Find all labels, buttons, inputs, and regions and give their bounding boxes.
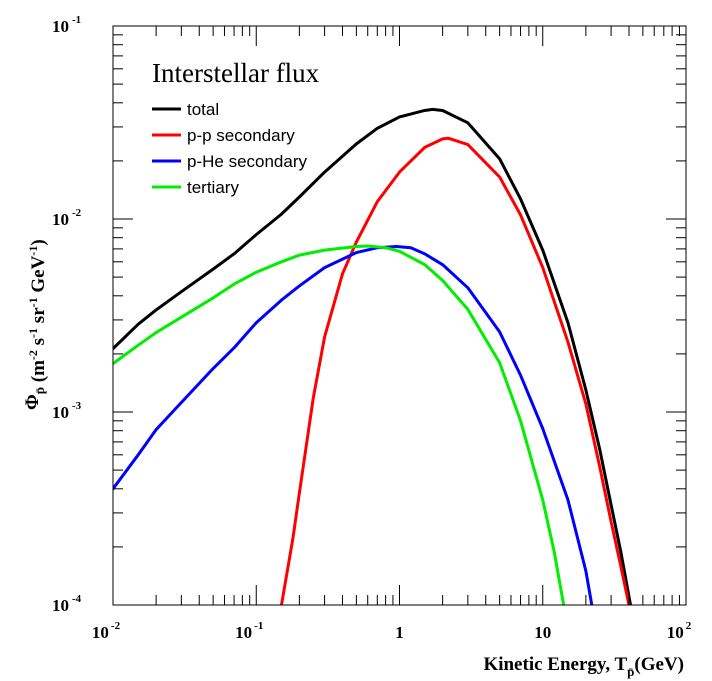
y-axis-title: Φp̄ (m-2 s-1 sr-1 GeV-1) <box>22 239 49 410</box>
legend-label-1: p-p secondary <box>187 126 295 145</box>
legend-title: Interstellar flux <box>152 58 320 88</box>
y-tick-label-1: 10 -3 <box>52 400 82 422</box>
x-tick-label-0: 10 -2 <box>92 620 121 642</box>
y-tick-label-0: 10 -4 <box>52 593 82 615</box>
x-axis-title: Kinetic Energy, Tp̄(GeV) <box>483 654 684 679</box>
legend: Interstellar flux total p-p secondary p-He… <box>152 58 320 197</box>
legend-label-0: total <box>187 100 219 119</box>
y-tick-label-3: 10 -1 <box>52 14 81 36</box>
x-tick-label-1: 10 -1 <box>235 620 263 642</box>
series-line-3 <box>113 244 566 605</box>
series-line-1 <box>279 136 631 605</box>
y-tick-label-2: 10 -2 <box>52 207 82 229</box>
legend-label-3: tertiary <box>187 178 239 197</box>
series-line-2 <box>113 245 594 605</box>
x-tick-label-3: 10 <box>534 623 551 642</box>
tick-labels: 10 -2 10 -1 1 10 10 2 10 -4 10 -3 10 -2 10 -1 <box>52 14 692 642</box>
series-line-0 <box>113 107 633 605</box>
x-tick-label-2: 1 <box>395 623 404 642</box>
x-tick-label-4: 10 2 <box>667 620 692 642</box>
legend-label-2: p-He secondary <box>187 152 308 171</box>
data-curves <box>113 107 633 605</box>
axis-ticks <box>112 26 686 606</box>
